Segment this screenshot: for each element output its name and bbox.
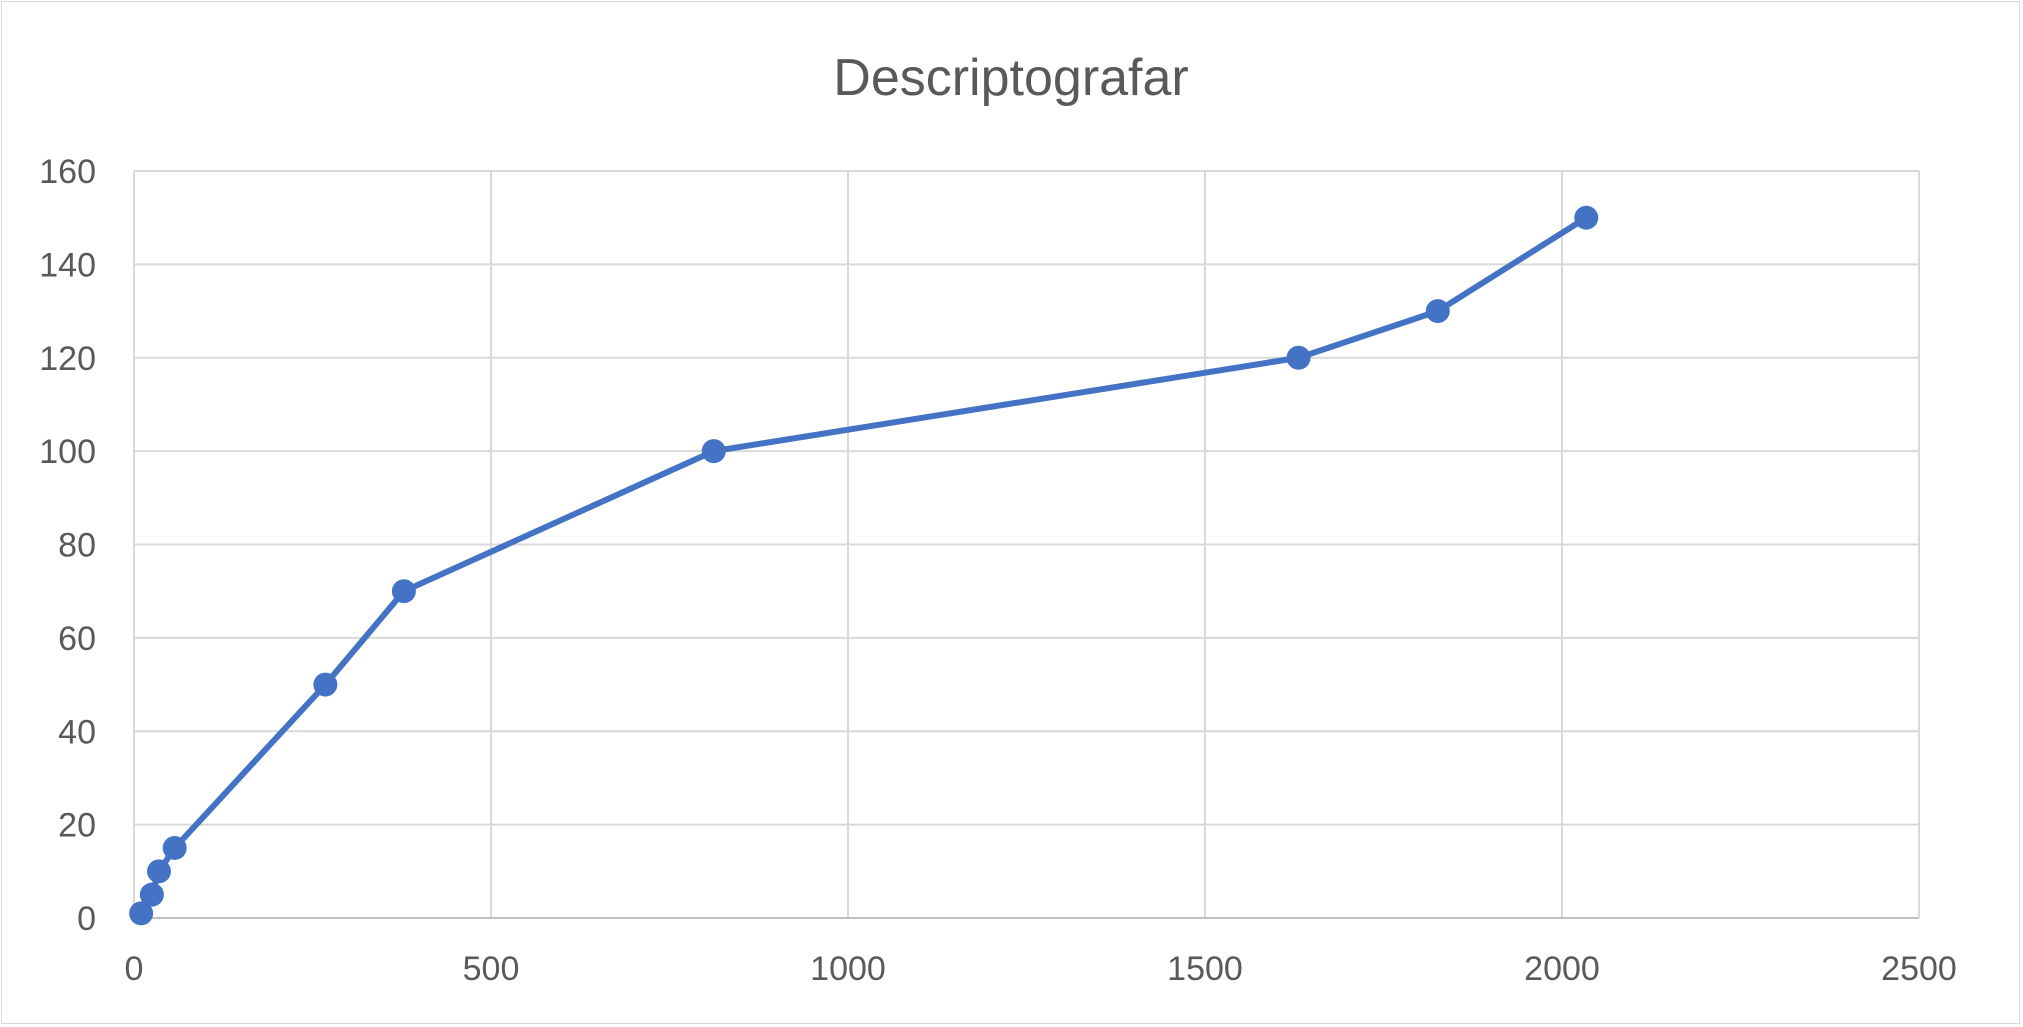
- x-tick-labels: 0 500 1000 1500 2000 2500: [125, 950, 1957, 988]
- y-tick-label: 80: [58, 527, 96, 565]
- x-tick-label: 0: [125, 950, 144, 988]
- gridlines: [133, 170, 1920, 918]
- data-point: [1425, 299, 1450, 324]
- x-tick-label: 2000: [1524, 950, 1600, 988]
- data-point: [1286, 345, 1311, 370]
- y-tick-label: 60: [58, 620, 96, 658]
- x-tick-label: 500: [463, 950, 520, 988]
- x-tick-label: 1000: [810, 950, 886, 988]
- y-tick-label: 160: [39, 153, 96, 191]
- chart-title: Descriptografar: [833, 49, 1188, 107]
- data-point: [313, 672, 338, 697]
- data-point: [701, 439, 726, 464]
- series-line: [138, 214, 1590, 917]
- y-tick-label: 40: [58, 713, 96, 751]
- data-point: [129, 901, 154, 926]
- data-point: [162, 835, 187, 860]
- x-tick-label: 1500: [1167, 950, 1243, 988]
- data-point: [146, 859, 171, 884]
- y-tick-label: 0: [77, 900, 96, 938]
- y-tick-label: 100: [39, 433, 96, 471]
- y-tick-label: 20: [58, 807, 96, 845]
- y-tick-labels: 0 20 40 60 80 100 120 140 160: [39, 153, 96, 938]
- data-point: [139, 882, 164, 907]
- data-point: [1574, 205, 1599, 230]
- y-tick-label: 140: [39, 246, 96, 284]
- series-group: [129, 205, 1599, 926]
- data-point: [391, 579, 416, 604]
- y-tick-label: 120: [39, 340, 96, 378]
- x-tick-label: 2500: [1881, 950, 1957, 988]
